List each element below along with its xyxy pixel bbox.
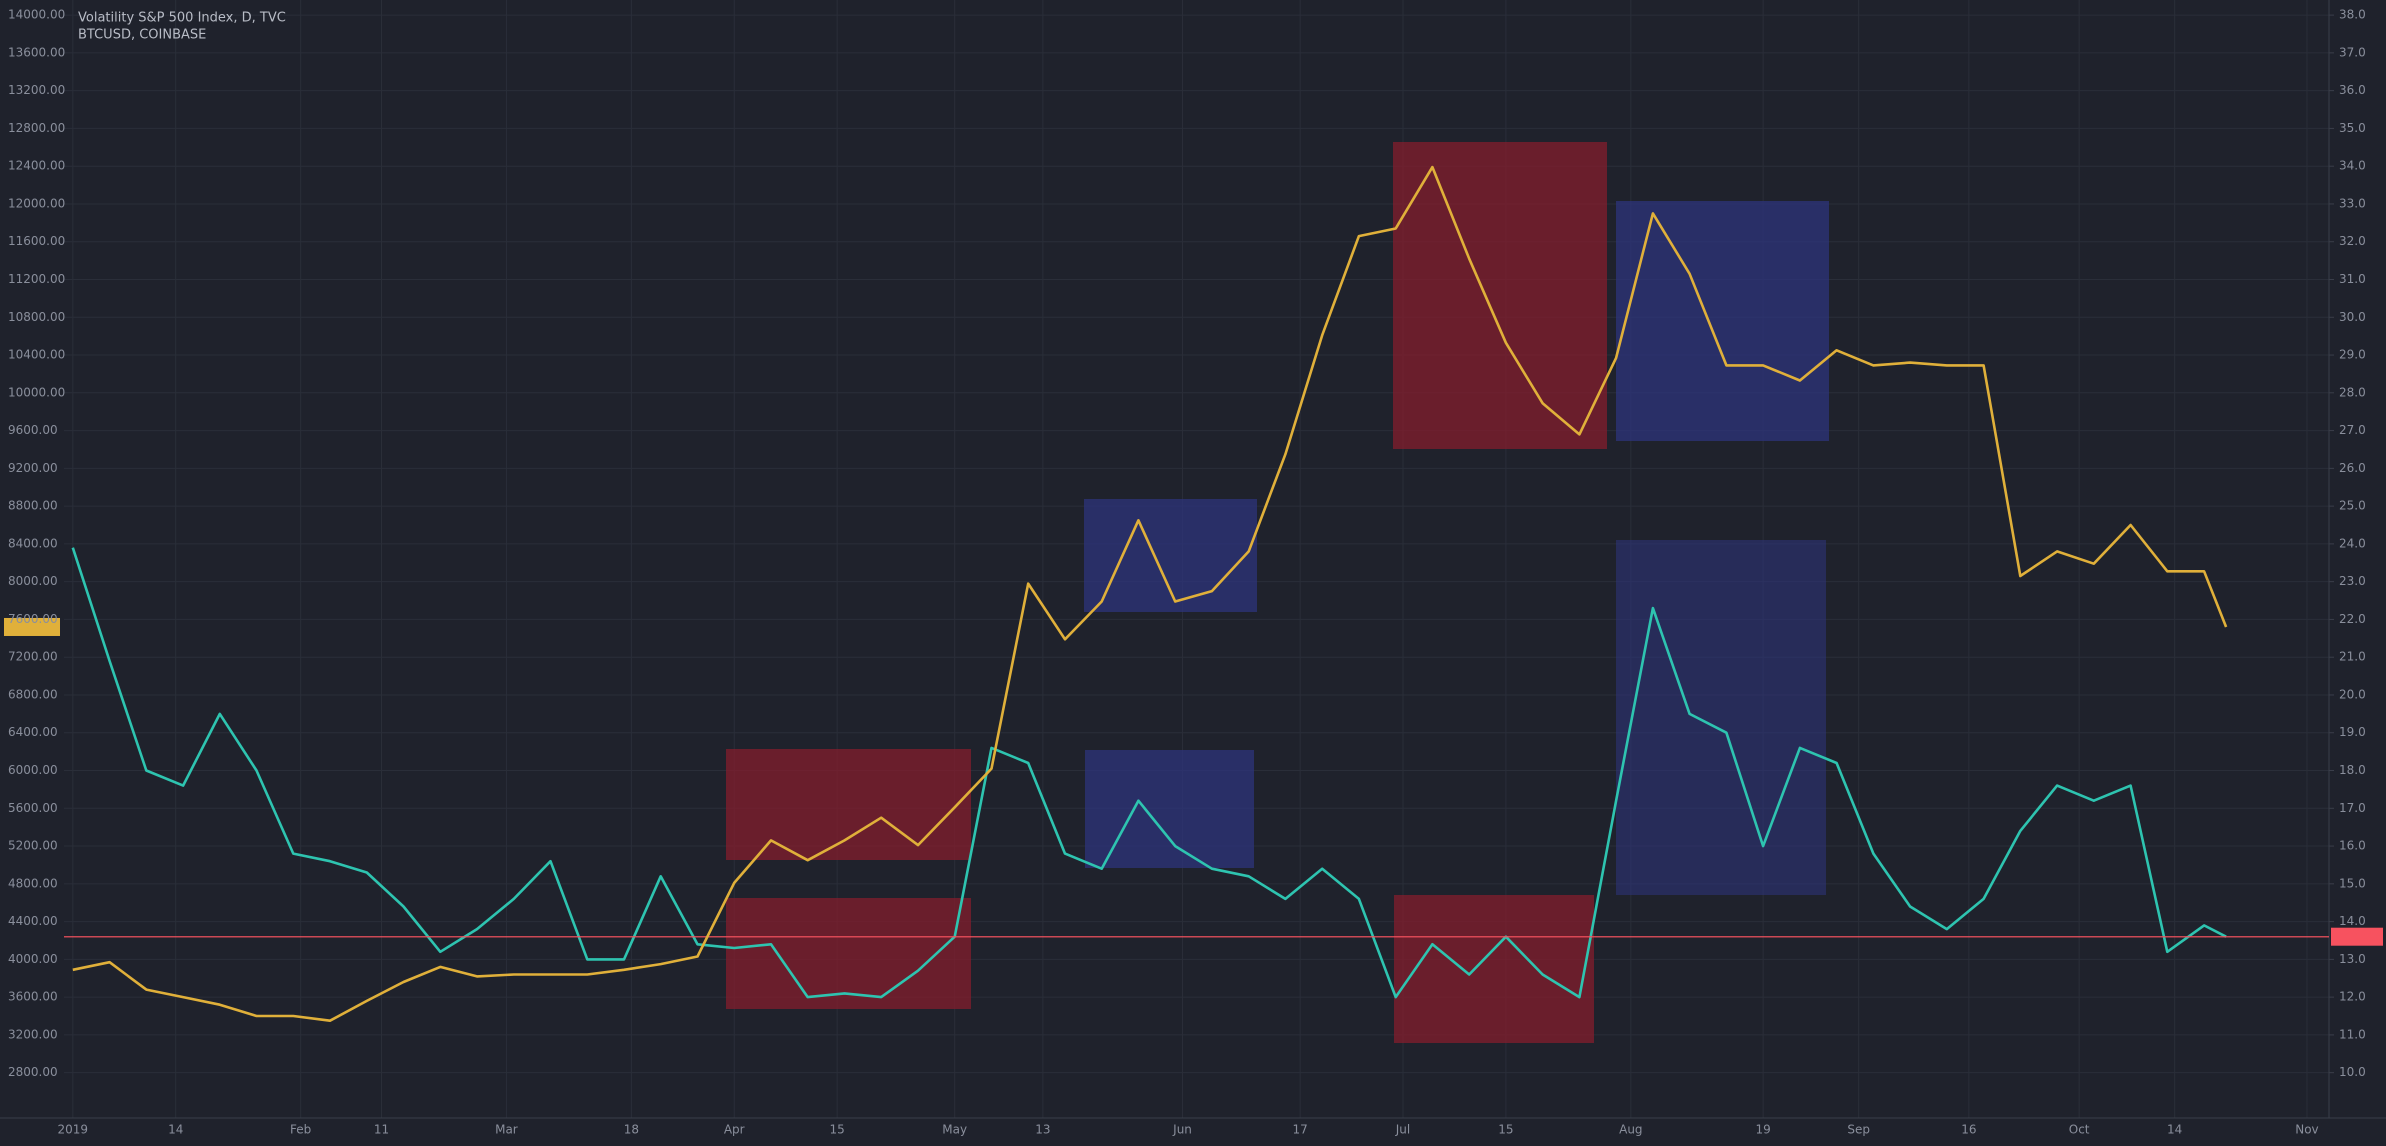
y-tick-label: 6400.00 xyxy=(8,725,58,739)
x-tick-label: Feb xyxy=(290,1123,311,1137)
y-tick-label: 6000.00 xyxy=(8,763,58,777)
y2-tick-label: 28.0 xyxy=(2339,385,2366,399)
y-tick-label: 8000.00 xyxy=(8,574,58,588)
red-box xyxy=(726,898,971,1009)
blue-box xyxy=(1084,499,1257,612)
x-tick-label: 15 xyxy=(1498,1123,1513,1137)
plot xyxy=(4,165,2383,1022)
x-tick-label: 16 xyxy=(1961,1123,1976,1137)
y-tick-label: 3600.00 xyxy=(8,990,58,1004)
y2-tick-label: 23.0 xyxy=(2339,574,2366,588)
y-tick-label: 7200.00 xyxy=(8,650,58,664)
blue-box xyxy=(1616,201,1829,441)
y2-tick-label: 32.0 xyxy=(2339,234,2366,248)
series-line xyxy=(72,165,2228,1022)
y2-tick-label: 38.0 xyxy=(2339,8,2366,22)
y-tick-label: 4400.00 xyxy=(8,914,58,928)
y2-tick-label: 10.0 xyxy=(2339,1065,2366,1079)
legend-entry: BTCUSD, COINBASE xyxy=(78,28,206,43)
y-tick-label: 10400.00 xyxy=(8,348,65,362)
x-tick-label: Aug xyxy=(1619,1123,1642,1137)
y-tick-label: 9600.00 xyxy=(8,423,58,437)
x-tick-label: 11 xyxy=(374,1123,389,1137)
y-tick-label: 11600.00 xyxy=(8,234,65,248)
x-tick-label: 15 xyxy=(829,1123,844,1137)
y-tick-label: 4000.00 xyxy=(8,952,58,966)
y2-tick-label: 11.0 xyxy=(2339,1027,2366,1041)
x-tick-label: Jun xyxy=(1172,1123,1192,1137)
x-tick-label: 2019 xyxy=(58,1123,89,1137)
x-tick-label: Nov xyxy=(2295,1123,2318,1137)
last-value-marker xyxy=(4,617,60,636)
y2-tick-label: 24.0 xyxy=(2339,536,2366,550)
y2-tick-label: 12.0 xyxy=(2339,990,2366,1004)
x-tick-label: 14 xyxy=(2167,1123,2182,1137)
y-tick-label: 8800.00 xyxy=(8,499,58,513)
y2-tick-label: 18.0 xyxy=(2339,763,2366,777)
legend-entry: Volatility S&P 500 Index, D, TVC xyxy=(78,11,286,26)
y-tick-label: 8400.00 xyxy=(8,536,58,550)
red-box xyxy=(1393,142,1607,449)
y-tick-label: 4800.00 xyxy=(8,876,58,890)
red-box xyxy=(726,749,971,860)
y-tick-label: 6800.00 xyxy=(8,687,58,701)
y2-tick-label: 15.0 xyxy=(2339,876,2366,890)
x-tick-label: 14 xyxy=(168,1123,183,1137)
y-tick-label: 7600.00 xyxy=(8,612,58,626)
y2-tick-label: 36.0 xyxy=(2339,83,2366,97)
y2-tick-label: 16.0 xyxy=(2339,839,2366,853)
blue-box xyxy=(1616,540,1826,895)
y-tick-label: 5600.00 xyxy=(8,801,58,815)
y-tick-label: 10800.00 xyxy=(8,310,65,324)
y-tick-label: 14000.00 xyxy=(8,8,65,22)
x-tick-label: Apr xyxy=(724,1123,745,1137)
x-tick-label: 13 xyxy=(1035,1123,1050,1137)
y2-tick-label: 35.0 xyxy=(2339,121,2366,135)
y2-tick-label: 34.0 xyxy=(2339,159,2366,173)
x-tick-label: 17 xyxy=(1292,1123,1307,1137)
x-tick-label: Jul xyxy=(1395,1123,1410,1137)
y-tick-label: 2800.00 xyxy=(8,1065,58,1079)
y-tick-label: 13200.00 xyxy=(8,83,65,97)
series-line xyxy=(71,547,2227,999)
y2-tick-label: 31.0 xyxy=(2339,272,2366,286)
y2-tick-label: 30.0 xyxy=(2339,310,2366,324)
y2-tick-label: 17.0 xyxy=(2339,801,2366,815)
y-tick-label: 3200.00 xyxy=(8,1027,58,1041)
y-tick-label: 12400.00 xyxy=(8,159,65,173)
red-box xyxy=(1394,895,1594,1043)
x-tick-label: 19 xyxy=(1755,1123,1770,1137)
y2-tick-label: 33.0 xyxy=(2339,196,2366,210)
y-tick-label: 12800.00 xyxy=(8,121,65,135)
y2-tick-label: 29.0 xyxy=(2339,348,2366,362)
y2-tick-label: 19.0 xyxy=(2339,725,2366,739)
last-value-marker xyxy=(2331,927,2383,946)
x-tick-label: Mar xyxy=(495,1123,518,1137)
y2-tick-label: 13.0 xyxy=(2339,952,2366,966)
axis-labels: 14000.00 13600.00 13200.00 12800.00 12400.00… xyxy=(8,8,2366,1137)
y2-tick-label: 27.0 xyxy=(2339,423,2366,437)
x-tick-label: May xyxy=(942,1123,967,1137)
y2-tick-label: 14.0 xyxy=(2339,914,2366,928)
x-tick-label: 18 xyxy=(624,1123,639,1137)
y-tick-label: 12000.00 xyxy=(8,196,65,210)
y2-tick-label: 21.0 xyxy=(2339,650,2366,664)
y-tick-label: 13600.00 xyxy=(8,45,65,59)
highlight-boxes xyxy=(726,142,1829,1043)
y2-tick-label: 37.0 xyxy=(2339,45,2366,59)
y2-tick-label: 26.0 xyxy=(2339,461,2366,475)
x-tick-label: Sep xyxy=(1847,1123,1870,1137)
y-tick-label: 10000.00 xyxy=(8,385,65,399)
y2-tick-label: 20.0 xyxy=(2339,687,2366,701)
y2-tick-label: 25.0 xyxy=(2339,499,2366,513)
y-tick-label: 11200.00 xyxy=(8,272,65,286)
y-tick-label: 9200.00 xyxy=(8,461,58,475)
y-tick-label: 5200.00 xyxy=(8,839,58,853)
y2-tick-label: 22.0 xyxy=(2339,612,2366,626)
x-tick-label: Oct xyxy=(2069,1123,2090,1137)
